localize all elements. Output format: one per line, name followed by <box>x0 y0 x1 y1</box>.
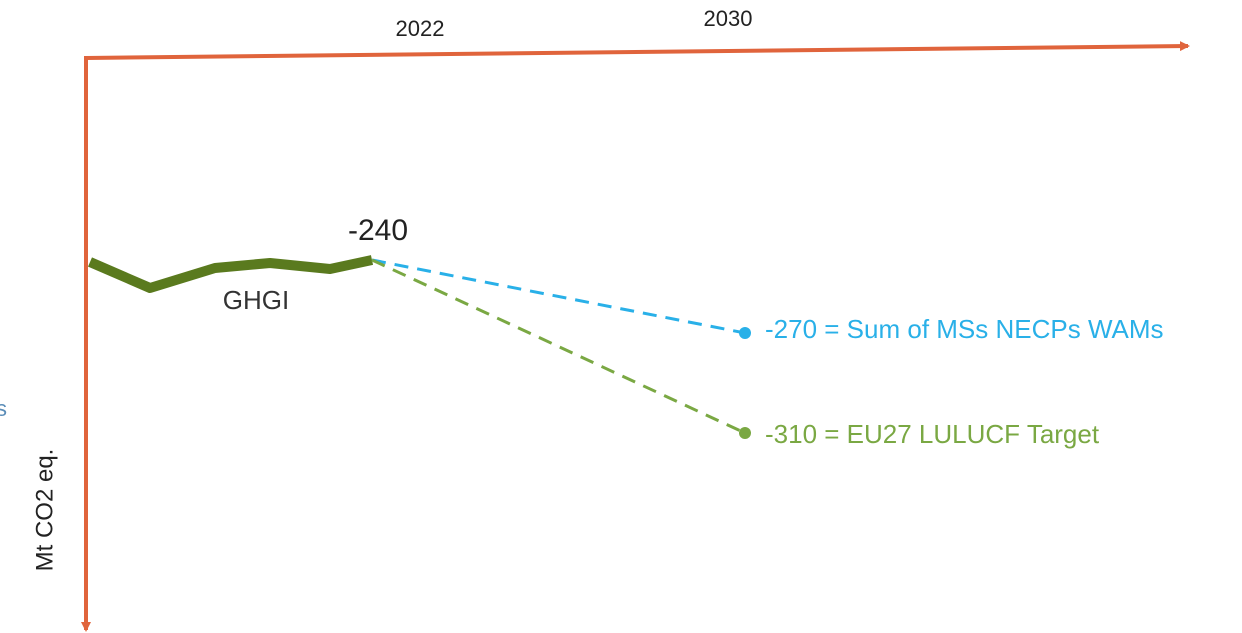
x-label: 2030 <box>704 6 753 31</box>
projection-label: -270 = Sum of MSs NECPs WAMs <box>765 314 1164 344</box>
projection-point <box>739 327 751 339</box>
history-line <box>88 255 374 293</box>
y-label: Mt CO2 eq. <box>31 449 58 572</box>
end-label: -240 <box>348 214 408 247</box>
series-label: GHGI <box>223 285 289 315</box>
text-fragment: s <box>0 396 7 421</box>
x-axis <box>85 41 1190 60</box>
x-label: 2022 <box>396 16 445 41</box>
target-label: -310 = EU27 LULUCF Target <box>765 419 1100 449</box>
target-point <box>739 427 751 439</box>
projection-line <box>371 258 746 335</box>
target-line <box>371 258 746 435</box>
